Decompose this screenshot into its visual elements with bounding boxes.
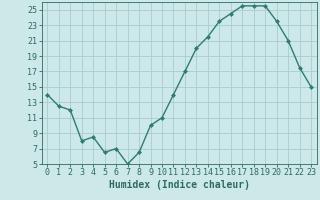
X-axis label: Humidex (Indice chaleur): Humidex (Indice chaleur) bbox=[109, 180, 250, 190]
